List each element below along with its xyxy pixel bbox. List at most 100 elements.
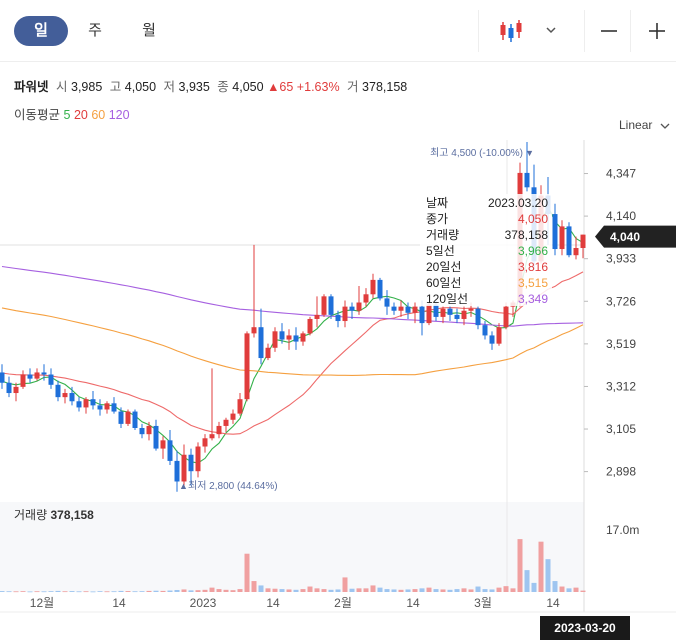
x-tick-label: 12월 <box>30 596 54 610</box>
volume-bar <box>6 591 12 593</box>
volume-bar <box>195 590 201 592</box>
ma-legend[interactable]: 이동평균 5 20 60 120 <box>14 104 130 123</box>
volume-bar <box>258 585 264 592</box>
candle-body <box>118 411 124 424</box>
tooltip-bg <box>420 194 552 306</box>
volume-bar <box>349 588 355 592</box>
candle-body <box>209 434 215 439</box>
change-value: ▲65 +1.63% <box>267 80 340 94</box>
ma20-label: 20 <box>73 108 88 122</box>
x-tick-label: 14 <box>266 596 280 610</box>
volume-bar <box>426 587 432 592</box>
volume-bar <box>328 589 334 592</box>
candle-body <box>307 318 313 334</box>
candle-body <box>419 306 425 324</box>
candle-body <box>531 187 537 262</box>
candle-body <box>62 393 68 398</box>
volume-bar <box>146 590 152 592</box>
tab-day[interactable]: 일 <box>14 16 68 46</box>
current-price-label: 4,040 <box>610 230 640 244</box>
candle-body <box>391 306 397 311</box>
volume-bar <box>314 588 320 592</box>
candle-body <box>104 403 110 410</box>
tab-week[interactable]: 주 <box>88 22 102 39</box>
y-tick-label: 3,105 <box>606 422 636 436</box>
plus-icon <box>649 23 665 39</box>
volume-panel-bg <box>0 502 584 592</box>
candlestick-type-button[interactable] <box>478 10 574 52</box>
volume-panel-label: 거래량 378,158 <box>14 508 94 522</box>
ma5-line <box>1 204 584 464</box>
volume-bar <box>62 591 68 593</box>
candle-body <box>48 374 54 385</box>
candlestick-icon <box>500 20 522 42</box>
scale-mode-select[interactable]: Linear <box>619 118 670 132</box>
ma20-line <box>1 271 584 435</box>
candle-body <box>482 325 488 336</box>
volume-bar <box>447 589 453 592</box>
candle-body <box>202 438 208 447</box>
volume-bar <box>377 587 383 592</box>
candle-body <box>461 310 467 319</box>
candle-body <box>426 304 432 324</box>
candle-body <box>27 374 33 379</box>
candle-body <box>454 314 460 319</box>
volume-bar <box>13 591 19 593</box>
volume-bar <box>244 553 250 592</box>
volume-bar <box>398 589 404 592</box>
date-tag-label: 2023-03-20 <box>554 621 616 635</box>
candle-body <box>328 296 334 315</box>
candle-body <box>41 372 47 375</box>
candle-body <box>447 308 453 315</box>
ma120-line <box>1 265 584 327</box>
volume-bar <box>307 586 313 592</box>
candle-body <box>517 172 523 303</box>
ma120-label: 120 <box>108 108 130 122</box>
date-tag <box>540 616 630 640</box>
volume-bar <box>496 587 502 592</box>
volume-bar <box>104 591 110 593</box>
volume-bar <box>391 589 397 592</box>
candle-body <box>34 372 40 379</box>
volume-bar <box>90 591 96 593</box>
zoom-out-button[interactable] <box>584 10 630 52</box>
volume-bar <box>517 539 523 592</box>
volume-bar <box>293 589 299 592</box>
tab-month[interactable]: 월 <box>142 22 156 39</box>
low-note: 최저 2,800 (44.64%) <box>188 480 278 492</box>
candle-body <box>405 306 411 313</box>
candle-body <box>181 454 187 482</box>
high-arrow: ▼ <box>525 148 534 158</box>
volume-bar <box>342 577 348 592</box>
volume-bar <box>251 581 257 592</box>
y-tick-label: 4,347 <box>606 167 636 181</box>
volume-bar <box>335 589 341 592</box>
zoom-in-button[interactable] <box>630 10 676 52</box>
y-tick-label: 3,726 <box>606 294 636 308</box>
candle-body <box>20 374 26 387</box>
tooltip-key: 20일선 <box>426 260 461 274</box>
candle-body <box>90 399 96 406</box>
volume-bar <box>531 582 537 592</box>
candle-body <box>279 331 285 340</box>
candle-body <box>76 401 82 408</box>
volume-bar <box>188 590 194 592</box>
candle-body <box>272 331 278 348</box>
candle-body <box>384 298 390 307</box>
candle-body <box>265 347 271 359</box>
tooltip-value: 3,966 <box>518 244 548 258</box>
stock-name: 파워넷 <box>14 80 49 94</box>
chevron-down-icon <box>660 123 670 129</box>
volume-bar <box>321 589 327 592</box>
volume-bar <box>566 588 572 592</box>
volume-bar <box>503 586 509 592</box>
candle-body <box>188 454 194 472</box>
tooltip-key: 거래량 <box>426 228 459 242</box>
volume-bar <box>48 591 54 592</box>
y-tick-label: 3,312 <box>606 379 636 393</box>
candle-body <box>244 333 250 400</box>
volume-bar <box>132 591 138 593</box>
volume-bar <box>356 588 362 592</box>
